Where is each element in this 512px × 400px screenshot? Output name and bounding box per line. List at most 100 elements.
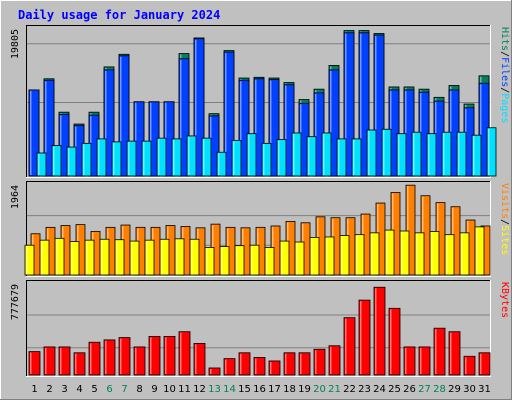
bar-body: [171, 138, 182, 177]
axis-max-label-visits: 1964: [10, 185, 21, 209]
bar-highlight: [371, 233, 373, 274]
bar-body: [268, 79, 280, 177]
bar-highlight: [420, 347, 422, 374]
bar-body: [36, 152, 47, 177]
bar-body: [223, 51, 235, 177]
bar-highlight: [266, 248, 268, 274]
day-label-14: 14: [223, 384, 236, 395]
bar-body: [328, 345, 341, 376]
bar-highlight: [225, 359, 227, 374]
bar-sites-day-31: [474, 226, 485, 276]
axis-max-label-requests: 19805: [10, 29, 21, 59]
bar-kbytes-day-6: [103, 339, 116, 376]
bar-highlight: [323, 133, 325, 175]
bar-kbytes-day-11: [178, 331, 191, 376]
bar-body: [246, 133, 257, 177]
bar-pages-day-7: [126, 140, 137, 177]
bar-body: [133, 101, 145, 177]
bar-highlight: [308, 137, 310, 175]
bar-highlight: [296, 243, 298, 274]
bar-body: [429, 231, 440, 276]
bar-sites-day-16: [249, 244, 260, 276]
bar-highlight: [210, 368, 212, 374]
bar-sites-day-2: [39, 239, 50, 276]
bar-body: [399, 230, 410, 276]
bar-body: [178, 58, 190, 177]
legend-item-sites: Sites: [499, 225, 510, 255]
bar-body: [388, 307, 401, 376]
bar-body: [114, 239, 125, 276]
bar-highlight: [143, 142, 145, 175]
bar-body: [264, 247, 275, 276]
bar-body: [58, 346, 71, 376]
bar-kbytes-day-20: [313, 348, 326, 376]
bar-kbytes-day-5: [88, 341, 101, 376]
bar-pages-day-20: [321, 132, 332, 177]
bar-sites-day-3: [54, 237, 65, 276]
bar-body: [54, 237, 65, 276]
bar-highlight: [375, 35, 377, 175]
bar-files-day-11: [178, 58, 190, 177]
bar-kbytes-day-7: [118, 337, 131, 376]
bar-visits-day-26: [405, 184, 416, 276]
bar-body: [336, 138, 347, 177]
bar-kbytes-day-13: [208, 367, 221, 376]
bar-highlight: [203, 139, 205, 175]
axis-max-label-kbytes: 777679: [10, 284, 21, 320]
bar-body: [39, 239, 50, 276]
bar-highlight: [128, 142, 130, 175]
bar-kbytes-day-2: [43, 346, 56, 376]
bar-pages-day-28: [441, 131, 452, 177]
bar-highlight: [315, 350, 317, 374]
legend-item-files: Files: [499, 57, 510, 87]
bar-files-day-6: [103, 69, 115, 177]
bar-highlight: [450, 332, 452, 374]
bar-highlight: [30, 90, 32, 175]
bar-sites-day-18: [279, 240, 290, 276]
bar-body: [411, 131, 422, 177]
bar-highlight: [330, 346, 332, 374]
day-label-25: 25: [388, 384, 401, 395]
day-label-23: 23: [358, 384, 371, 395]
bar-pages-day-23: [366, 129, 377, 177]
bar-body: [118, 337, 131, 376]
bar-highlight: [150, 102, 152, 175]
bar-sites-day-29: [444, 234, 455, 276]
bar-sites-day-12: [189, 238, 200, 276]
bar-kbytes-day-28: [433, 327, 446, 376]
bar-pages-day-16: [261, 142, 272, 177]
bar-highlight: [71, 242, 73, 274]
bar-body: [343, 32, 355, 177]
bar-sites-day-10: [159, 238, 170, 276]
bar-body: [384, 229, 395, 276]
bar-body: [216, 151, 227, 177]
bar-highlight: [218, 153, 220, 175]
bar-highlight: [386, 231, 388, 274]
bar-highlight: [345, 318, 347, 374]
bar-highlight: [116, 240, 118, 274]
day-label-27: 27: [418, 384, 431, 395]
bar-sites-day-11: [174, 238, 185, 276]
bar-highlight: [120, 338, 122, 374]
bar-body: [268, 360, 281, 376]
bar-highlight: [98, 139, 100, 175]
legend-requests: Hits/Files/Pages: [499, 27, 510, 123]
bar-body: [88, 341, 101, 376]
bar-files-day-7: [118, 55, 130, 177]
bar-highlight: [473, 136, 475, 175]
bar-body: [51, 145, 62, 177]
bar-body: [474, 226, 485, 276]
bar-body: [396, 133, 407, 177]
bar-highlight: [45, 347, 47, 374]
bar-sites-day-23: [354, 234, 365, 276]
bar-pages-day-13: [216, 151, 227, 177]
bar-pages-day-30: [471, 134, 482, 177]
bar-sites-day-14: [219, 246, 230, 276]
bar-sites-day-26: [399, 230, 410, 276]
day-label-22: 22: [343, 384, 356, 395]
bar-kbytes-day-23: [358, 299, 371, 376]
day-label-31: 31: [478, 384, 491, 395]
bar-highlight: [236, 246, 238, 274]
bar-sites-day-15: [234, 245, 245, 276]
bar-body: [283, 84, 295, 177]
